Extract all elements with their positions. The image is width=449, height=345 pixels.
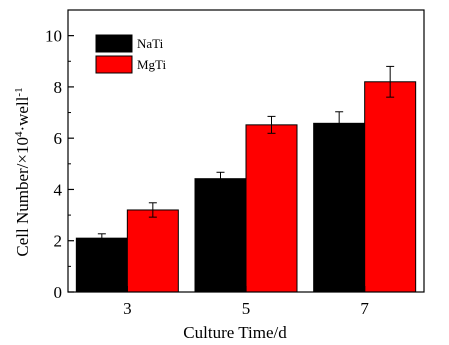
x-tick-label: 7 — [360, 299, 369, 318]
y-tick-label: 8 — [54, 78, 63, 97]
y-tick-label: 4 — [54, 180, 63, 199]
bars-layer — [75, 81, 417, 293]
x-tick-label: 5 — [242, 299, 251, 318]
bar-MgTi — [126, 209, 179, 293]
y-axis-title: Cell Number/×104·well-1 — [13, 87, 32, 256]
x-tick-label: 3 — [123, 299, 132, 318]
bar-NaTi — [313, 122, 366, 293]
y-axis-ticks: 0 2 4 6 8 10 — [45, 27, 74, 302]
legend-label-NaTi: NaTi — [137, 36, 164, 51]
legend-label-MgTi: MgTi — [137, 57, 167, 72]
y-tick-label: 0 — [54, 283, 63, 302]
y-tick-label: 2 — [54, 232, 63, 251]
y-axis-title-exp1: 4 — [13, 131, 25, 137]
legend: NaTi MgTi — [95, 34, 167, 74]
y-axis-title-pre: Cell Number/ — [13, 163, 32, 256]
legend-swatch-NaTi — [95, 34, 133, 53]
error-bars-layer — [97, 65, 395, 244]
x-axis-title: Culture Time/d — [183, 323, 287, 342]
y-tick-label: 6 — [54, 129, 63, 148]
bar-NaTi — [75, 237, 128, 293]
bar-NaTi — [194, 178, 247, 293]
y-axis-title-base: 10 — [13, 137, 32, 154]
y-tick-label: 10 — [45, 27, 62, 46]
legend-swatch-MgTi — [95, 55, 133, 74]
y-axis-title-exp2: -1 — [13, 87, 25, 96]
bar-MgTi — [245, 124, 298, 293]
x-axis-ticks: 3 5 7 — [123, 286, 369, 318]
bar-MgTi — [364, 81, 417, 293]
y-axis-title-times: × — [13, 154, 32, 164]
y-axis-title-well: well — [13, 96, 32, 126]
y-axis-title-dot: · — [13, 126, 32, 132]
